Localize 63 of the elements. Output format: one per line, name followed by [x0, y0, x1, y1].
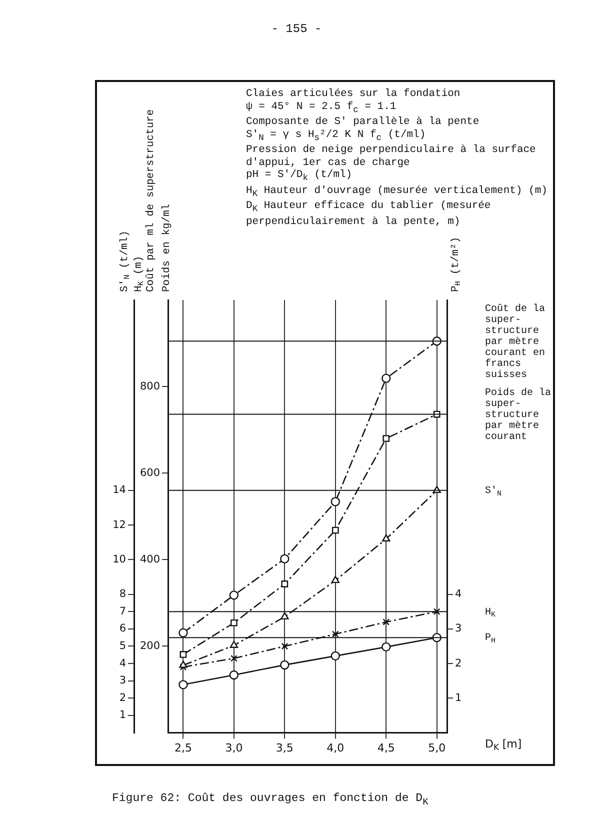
point [230, 619, 238, 626]
point [229, 670, 239, 680]
y2-tick-label: 6 [119, 622, 126, 635]
y2-tick-label: 10 [112, 553, 126, 566]
point [280, 660, 290, 670]
point [330, 497, 340, 506]
point [280, 612, 289, 620]
point [433, 608, 440, 616]
point [382, 374, 391, 383]
point [331, 576, 340, 584]
text: Composante de S' parallèle à la pente [246, 116, 480, 129]
x-tick-label: 4,5 [377, 741, 395, 754]
point [179, 660, 188, 668]
point [382, 642, 391, 652]
y3-tick-label: 2 [455, 657, 462, 670]
point [229, 590, 239, 600]
y-tick-label: 400 [140, 553, 160, 566]
y2-tick-label: 7 [119, 605, 126, 618]
y3-tick-label: 3 [455, 622, 462, 635]
text: S'$_{N}$ = γ s H$_{s}$²/2 K N f$_{c}$ (t/ml) [246, 128, 427, 144]
point [230, 654, 238, 662]
y2-tick-label: 2 [119, 692, 126, 704]
point [180, 651, 187, 658]
text: Poids de la super-structure par mètre courant [485, 386, 552, 443]
text: ψ = 45° N = 2.5 f$_{c}$ = 1.1 [246, 100, 398, 116]
point [280, 554, 290, 564]
point [382, 534, 390, 542]
text: pH = S'/D$_{k}$ (t/ml) [246, 169, 354, 185]
point [382, 618, 390, 626]
y2-tick-label: 12 [112, 518, 126, 531]
x-tick-label: 3,0 [225, 741, 243, 754]
y2-tick-label: 5 [119, 640, 126, 652]
y2-tick-label: 8 [119, 588, 126, 600]
point [330, 651, 340, 661]
y-tick-label: 800 [140, 380, 160, 392]
text: - 155 - [270, 22, 323, 36]
y2-tick-label: 3 [119, 674, 126, 687]
y-tick-label: 600 [140, 466, 160, 479]
point [382, 435, 390, 442]
point [281, 580, 288, 588]
text: Claies articulées sur la fondation [246, 88, 462, 100]
x-tick-label: 5,0 [428, 741, 446, 754]
x-tick-label: 4,0 [326, 741, 344, 754]
point [332, 526, 339, 534]
y-axis-title: Coût par ml de superstructure [144, 109, 157, 292]
point [281, 642, 288, 650]
point [332, 630, 339, 638]
point [178, 628, 188, 638]
text: Coût de la super-structure par mètre courant en francs suisses [485, 302, 546, 381]
y2-tick-label: 4 [119, 657, 126, 670]
text: D$_{K}$ Hauteur efficace du tablier (mesurée perpendiculairement à la pente, m) [246, 200, 492, 228]
text: H$_{K}$ Hauteur d'ouvrage (mesurée verticalement) (m) [246, 184, 548, 200]
y2-tick-label: 1 [119, 709, 126, 722]
y2-tick-label: 14 [112, 484, 126, 496]
x-tick-label: 3,5 [276, 741, 294, 754]
text: Poids en kg/ml [160, 204, 173, 292]
y3-tick-label: 4 [455, 588, 462, 600]
y-tick-label: 200 [140, 640, 160, 652]
point [230, 640, 238, 648]
text: Figure 62: Coût des ouvrages en fonction de D$_{K}$ [112, 792, 428, 808]
point [178, 680, 188, 690]
y3-tick-label: 1 [455, 692, 462, 704]
x-tick-label: 2,5 [174, 741, 192, 754]
